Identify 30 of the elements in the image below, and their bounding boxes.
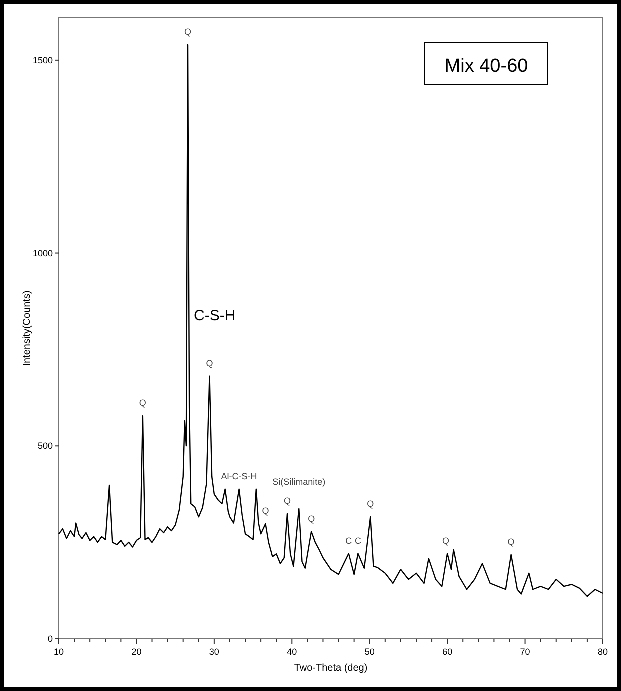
annotation: Q [284, 496, 291, 506]
annotation: Q [184, 27, 192, 37]
annotation: Q [262, 506, 270, 516]
annotation: Q [308, 514, 316, 524]
x-tick-label: 10 [54, 647, 64, 657]
annotation: Q [367, 499, 374, 510]
y-tick-label: 500 [38, 441, 53, 452]
x-tick-label: 50 [364, 647, 375, 657]
annotation: Q [442, 536, 450, 546]
annotation: Q [206, 358, 214, 368]
x-tick-label: 20 [132, 647, 142, 657]
annotation: Q [139, 398, 146, 408]
y-tick-label: 1500 [32, 55, 53, 66]
x-tick-label: 30 [209, 647, 220, 657]
y-tick-label: 1000 [32, 248, 53, 258]
annotation: Si(Silimanite) [272, 477, 326, 488]
x-tick-label: 70 [520, 647, 530, 657]
x-tick-label: 60 [442, 647, 453, 657]
annotation: Q [508, 536, 515, 547]
x-tick-label: 80 [598, 647, 608, 657]
y-axis-title: Intensity(Counts) [22, 290, 33, 366]
text: Mix 40-60 [444, 56, 528, 77]
annotation: C [354, 536, 362, 546]
annotation: Al-C-S-H [221, 471, 258, 482]
line-series [58, 44, 604, 598]
y-tick-label: 0 [48, 634, 53, 644]
annotation: C [346, 536, 353, 546]
x-axis-title: Two-Theta (deg) [294, 663, 368, 674]
annotation: C-S-H [194, 307, 236, 324]
x-tick-label: 40 [287, 647, 298, 657]
